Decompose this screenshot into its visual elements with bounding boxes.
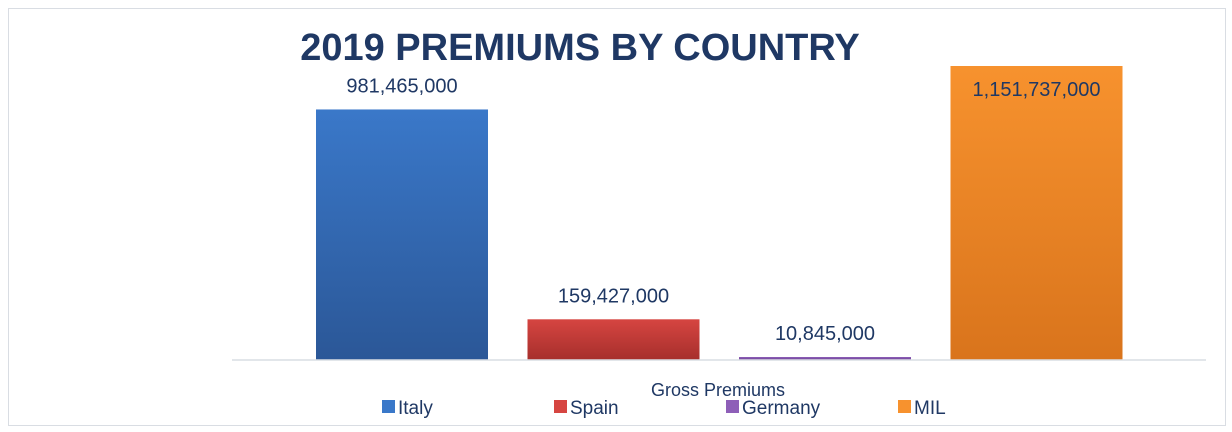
legend-label-germany: Germany <box>742 398 821 419</box>
data-labels-layer: 981,465,000 159,427,000 10,845,000 1,151,73… <box>346 75 1100 345</box>
bar-spain <box>527 319 700 360</box>
legend-label-spain: Spain <box>570 398 619 419</box>
data-label-germany: 10,845,000 <box>775 323 875 345</box>
data-label-italy: 981,465,000 <box>346 75 457 97</box>
legend-swatch-mil <box>898 400 911 413</box>
legend-label-mil: MIL <box>914 398 946 419</box>
data-label-spain: 159,427,000 <box>558 285 669 307</box>
bar-germany <box>739 357 911 360</box>
legend-label-italy: Italy <box>398 398 433 419</box>
legend-swatch-italy <box>382 400 395 413</box>
bars-layer <box>316 66 1123 361</box>
chart-title: 2019 PREMIUMS BY COUNTRY <box>300 27 860 69</box>
legend-swatch-spain <box>554 400 567 413</box>
legend-swatch-germany <box>726 400 739 413</box>
bar-mil <box>950 66 1123 360</box>
bar-italy <box>316 109 488 361</box>
x-axis-label: Gross Premiums <box>651 380 785 400</box>
data-label-mil: 1,151,737,000 <box>973 79 1101 101</box>
legend: Italy Spain Germany MIL <box>382 398 946 419</box>
